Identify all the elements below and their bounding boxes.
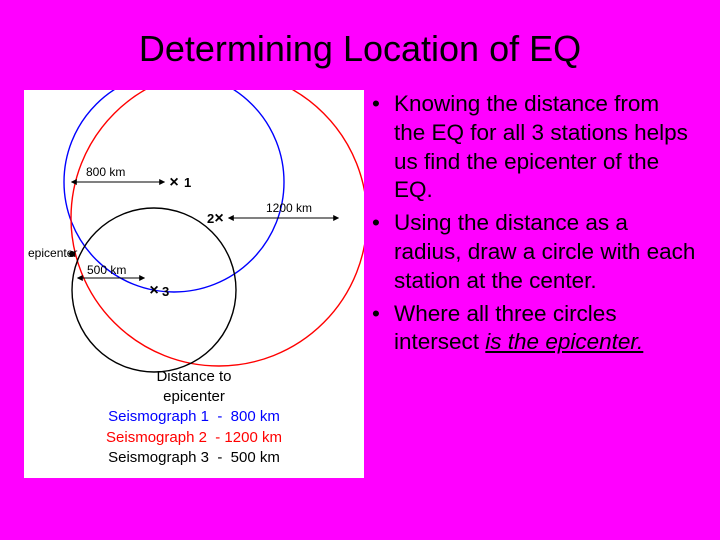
bullet-list: Knowing the distance from the EQ for all… [372,90,696,478]
legend-title: Distance toepicenter [24,367,364,408]
bullet-item: Knowing the distance from the EQ for all… [372,90,696,205]
station-number-3: 3 [162,284,169,299]
station-circle-2 [71,90,364,366]
slide-title: Determining Location of EQ [0,0,720,70]
station-marker-2: × [214,210,223,227]
distance-label-3: 500 km [87,263,126,277]
legend-row: Seismograph 1 - 800 km [24,407,364,427]
station-marker-1: × [169,174,178,191]
legend-row: Seismograph 3 - 500 km [24,448,364,468]
bullet-item: Using the distance as a radius, draw a c… [372,209,696,295]
diagram-panel: ×1×2×3800 km1200 km500 kmepicenter Dista… [24,90,364,478]
epicenter-diagram: ×1×2×3800 km1200 km500 kmepicenter [24,90,364,390]
legend-rows: Seismograph 1 - 800 kmSeismograph 2 - 12… [24,407,364,468]
station-number-2: 2 [207,211,214,226]
station-number-1: 1 [184,175,191,190]
epicenter-label: epicenter [28,246,77,260]
bullet-item: Where all three circles intersect is the… [372,300,696,358]
content-row: ×1×2×3800 km1200 km500 kmepicenter Dista… [0,70,720,478]
station-marker-3: × [149,282,158,299]
legend-row: Seismograph 2 - 1200 km [24,428,364,448]
distance-label-1: 800 km [86,165,125,179]
distance-label-2: 1200 km [266,201,312,215]
station-circle-1 [64,90,284,292]
legend: Distance toepicenter Seismograph 1 - 800… [24,367,364,468]
